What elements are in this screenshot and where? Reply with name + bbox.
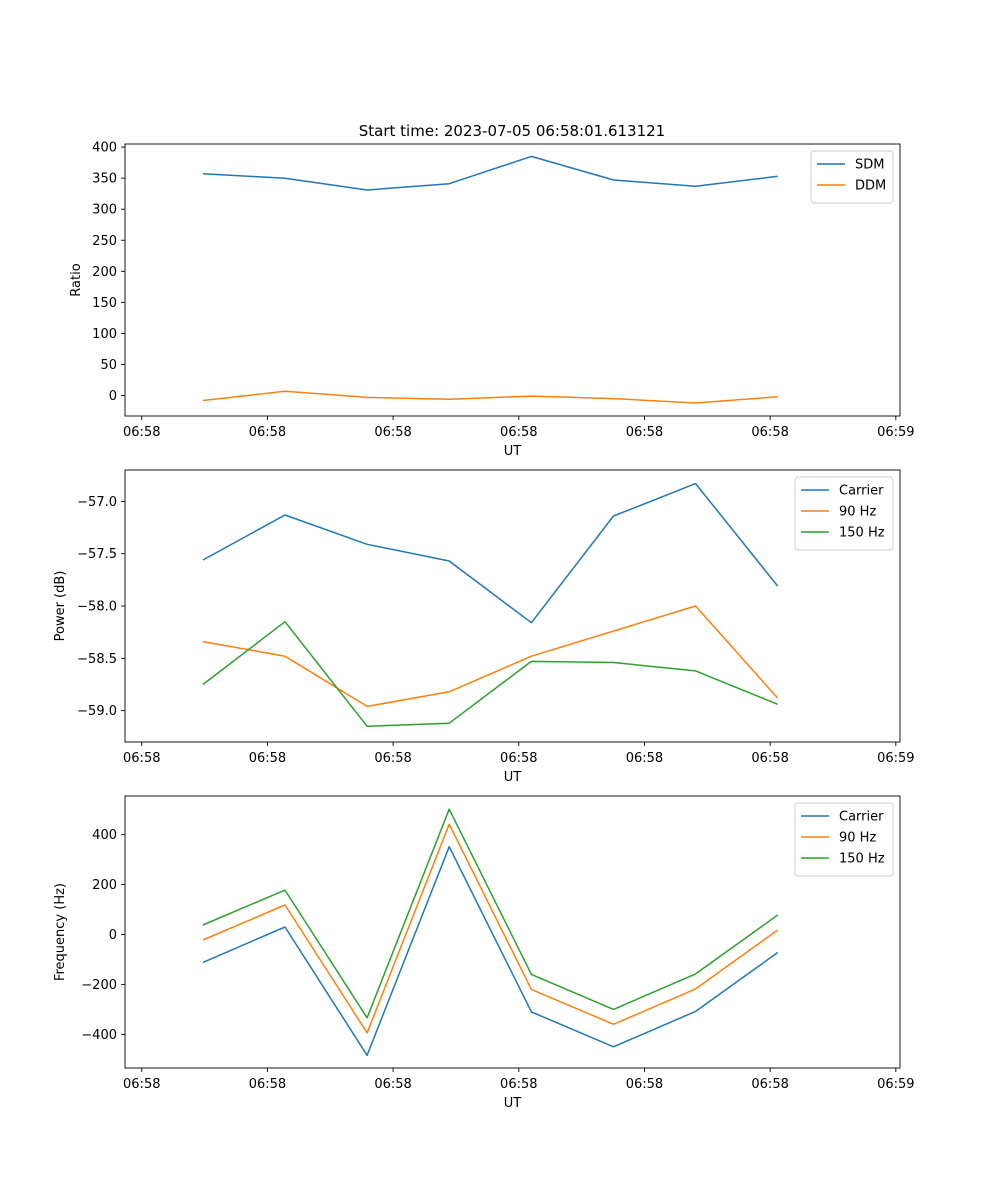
x-axis-label: UT [504, 444, 522, 459]
y-tick-label: 250 [92, 234, 117, 249]
y-tick-label: −200 [81, 978, 117, 993]
series-line-150-hz [202, 620, 778, 728]
x-tick-label: 06:58 [500, 751, 537, 766]
x-axis-label: UT [504, 1096, 522, 1111]
series-line-90-hz [202, 605, 779, 708]
x-tick-label: 06:58 [751, 751, 788, 766]
x-tick-label: 06:59 [877, 425, 914, 440]
x-tick-label: 06:58 [123, 751, 160, 766]
x-tick-label: 06:58 [500, 425, 537, 440]
y-tick-label: 400 [92, 828, 117, 843]
plot-frame [124, 469, 901, 743]
plot-frame [124, 795, 901, 1069]
legend-label-carrier: Carrier [839, 484, 884, 499]
x-tick-label: 06:58 [123, 1077, 160, 1092]
legend-label-150-hz: 150 Hz [839, 526, 885, 541]
series-line-sdm [202, 155, 778, 191]
y-tick-label: 0 [109, 928, 117, 943]
x-tick-label: 06:58 [626, 751, 663, 766]
y-tick-label: 150 [92, 296, 117, 311]
y-tick-label: 0 [109, 389, 117, 404]
y-tick-label: −58.0 [77, 600, 117, 615]
y-tick-label: 100 [92, 327, 117, 342]
subplot-power: 06:58 06:58 06:58 06:58 06:58 06:58 06:59 −59.0… [53, 469, 915, 785]
x-tick-label: 06:58 [626, 425, 663, 440]
legend: SDM DDM [810, 150, 894, 204]
x-tick-label: 06:59 [877, 751, 914, 766]
x-tick-label: 06:58 [249, 425, 286, 440]
legend-label-90-hz: 90 Hz [839, 505, 876, 520]
x-tick-label: 06:58 [374, 425, 411, 440]
figure-title: Start time: 2023-07-05 06:58:01.613121 [359, 122, 665, 140]
x-tick-label: 06:58 [626, 1077, 663, 1092]
y-axis-label: Frequency (Hz) [53, 883, 68, 981]
series-line-ddm [202, 390, 778, 404]
series-line-carrier [202, 482, 779, 624]
y-tick-label: −57.0 [77, 495, 117, 510]
legend-label-150-hz: 150 Hz [839, 852, 885, 867]
legend-label-ddm: DDM [855, 179, 886, 194]
y-tick-label: −58.5 [77, 652, 117, 667]
series-line-90-hz [202, 823, 779, 1034]
subplot-frequency: 06:58 06:58 06:58 06:58 06:58 06:58 06:59 −400 −… [53, 795, 915, 1111]
series-line-carrier [202, 845, 779, 1057]
legend: Carrier 90 Hz 150 Hz [794, 476, 894, 551]
x-tick-label: 06:58 [374, 1077, 411, 1092]
y-tick-label: −59.0 [77, 704, 117, 719]
y-tick-label: 350 [92, 172, 117, 187]
y-tick-label: 50 [100, 358, 117, 373]
x-tick-label: 06:58 [500, 1077, 537, 1092]
subplot-ratio: 06:58 06:58 06:58 06:58 06:58 06:58 06:59 0 50 10… [69, 141, 915, 459]
y-axis-label: Ratio [69, 263, 84, 296]
x-tick-label: 06:58 [249, 751, 286, 766]
y-tick-label: −400 [81, 1028, 117, 1043]
legend-label-sdm: SDM [855, 158, 884, 173]
y-tick-label: 300 [92, 203, 117, 218]
series-line-150-hz [202, 808, 779, 1019]
x-tick-label: 06:58 [751, 425, 788, 440]
x-tick-label: 06:58 [249, 1077, 286, 1092]
x-tick-label: 06:58 [751, 1077, 788, 1092]
y-tick-label: −57.5 [77, 547, 117, 562]
y-axis-label: Power (dB) [53, 571, 68, 642]
legend: Carrier 90 Hz 150 Hz [794, 802, 894, 877]
y-tick-label: 200 [92, 265, 117, 280]
y-tick-label: 400 [92, 141, 117, 156]
x-tick-label: 06:58 [123, 425, 160, 440]
plot-frame [124, 143, 901, 417]
x-axis-label: UT [504, 770, 522, 785]
legend-label-90-hz: 90 Hz [839, 831, 876, 846]
x-tick-label: 06:58 [374, 751, 411, 766]
x-tick-label: 06:59 [877, 1077, 914, 1092]
y-tick-label: 200 [92, 878, 117, 893]
legend-label-carrier: Carrier [839, 810, 884, 825]
